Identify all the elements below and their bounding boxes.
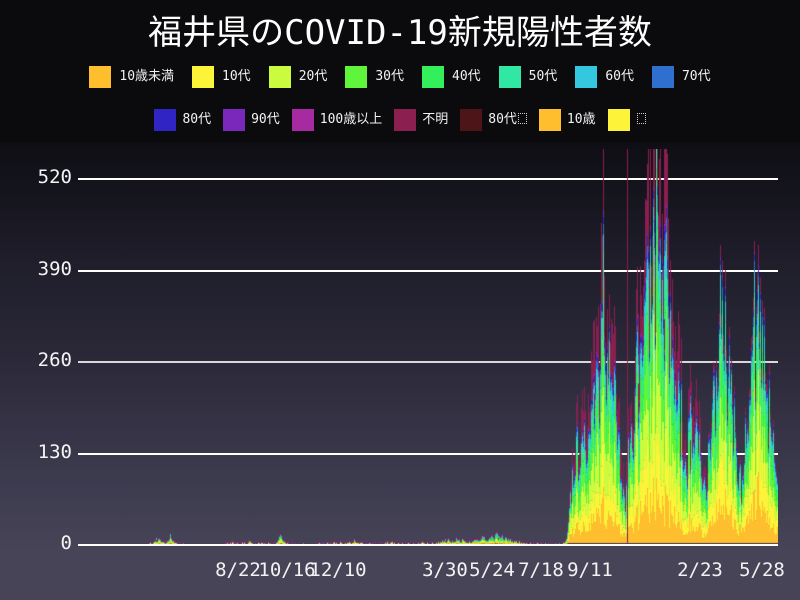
legend-item[interactable]: 10歳 <box>538 109 596 131</box>
x-axis-tick-label: 5/24 <box>469 559 515 581</box>
legend-swatch-icon <box>345 66 368 88</box>
legend-swatch-icon <box>89 66 112 88</box>
legend-label: 70代 <box>681 69 711 84</box>
legend-swatch-icon <box>192 66 215 88</box>
y-axis-tick-label: 0 <box>60 532 72 554</box>
x-axis-tick-label: 12/10 <box>309 559 367 581</box>
legend-item[interactable]: 50代 <box>498 66 558 88</box>
legend-row-primary: 10歳未満 10代 20代 30代 40代 50代 60代 70代 <box>0 66 800 88</box>
x-axis-tick-label: 5/28 <box>739 559 785 581</box>
x-axis-tick-label: 9/11 <box>567 559 613 581</box>
legend-item[interactable]: 30代 <box>345 66 404 88</box>
legend-swatch-icon <box>460 109 483 131</box>
x-axis-footer: 8/22 10/16 12/10 3/30 5/24 7/18 9/11 2/23 5/28 <box>0 552 800 600</box>
legend-item[interactable]: 20代 <box>268 66 328 88</box>
legend-swatch-icon <box>154 109 177 131</box>
legend-item[interactable]: 10歳未満 <box>89 66 174 88</box>
missing-glyph-icon <box>517 113 527 124</box>
x-axis-tick-label: 8/22 <box>215 559 261 581</box>
legend-item[interactable]: 80代 <box>154 109 211 131</box>
gridline <box>78 544 778 546</box>
legend-swatch-icon <box>538 109 561 131</box>
legend-label <box>636 109 646 131</box>
legend-label: 10歳 <box>566 112 596 127</box>
y-axis-tick-label: 260 <box>37 349 72 371</box>
legend-label: 90代 <box>251 112 280 127</box>
legend-swatch-icon <box>268 66 291 88</box>
y-axis-tick-label: 520 <box>37 166 72 188</box>
legend-swatch-icon <box>223 109 246 131</box>
legend-label: 10代 <box>222 69 251 84</box>
legend-item[interactable]: 70代 <box>651 66 711 88</box>
legend-item[interactable]: 10代 <box>192 66 251 88</box>
legend-item[interactable]: 90代 <box>223 109 280 131</box>
bars-container <box>78 149 778 544</box>
legend-label: 20代 <box>298 69 328 84</box>
legend-label: 30代 <box>375 69 404 84</box>
y-axis-labels: 0 130 260 390 520 <box>0 142 72 554</box>
y-axis-tick-label: 130 <box>37 440 72 463</box>
plot-area <box>0 142 800 552</box>
chart-header: 福井県のCOVID-19新規陽性者数 10歳未満 10代 20代 30代 40代 50代 6… <box>0 0 800 142</box>
legend-item[interactable]: 100歳以上 <box>291 109 383 131</box>
legend-label: 100歳以上 <box>319 112 383 127</box>
legend-item[interactable] <box>607 109 646 131</box>
legend-item[interactable]: 80代 <box>460 109 527 131</box>
legend-label: 60代 <box>605 69 634 84</box>
legend-label: 40代 <box>452 69 481 84</box>
legend-label: 不明 <box>422 112 449 127</box>
legend-item[interactable]: 不明 <box>394 109 448 131</box>
legend-swatch-icon <box>651 66 674 88</box>
legend-swatch-icon <box>575 66 598 88</box>
legend-item[interactable]: 40代 <box>422 66 481 88</box>
legend-row-secondary: 80代 90代 100歳以上 不明 80代 10歳 <box>0 109 800 131</box>
x-axis-tick-label: 10/16 <box>258 559 316 581</box>
page-title: 福井県のCOVID-19新規陽性者数 <box>148 13 652 53</box>
legend-label: 80代 <box>182 112 212 127</box>
x-axis-tick-label: 2/23 <box>677 559 723 581</box>
legend-swatch-icon <box>422 66 444 88</box>
x-axis-tick-label: 7/18 <box>518 559 564 581</box>
legend-swatch-icon <box>498 66 521 88</box>
legend-swatch-icon <box>394 109 417 131</box>
legend-item[interactable]: 60代 <box>575 66 634 88</box>
y-axis-tick-label: 390 <box>37 257 72 280</box>
x-axis-tick-label: 3/30 <box>422 559 468 581</box>
legend-swatch-icon <box>291 109 314 131</box>
stacked-bar-canvas <box>78 149 778 544</box>
legend-label: 80代 <box>488 109 527 131</box>
legend-label: 50代 <box>528 69 558 84</box>
legend-label: 10歳未満 <box>119 69 175 84</box>
legend-swatch-icon <box>607 109 630 131</box>
missing-glyph-icon <box>636 113 646 124</box>
